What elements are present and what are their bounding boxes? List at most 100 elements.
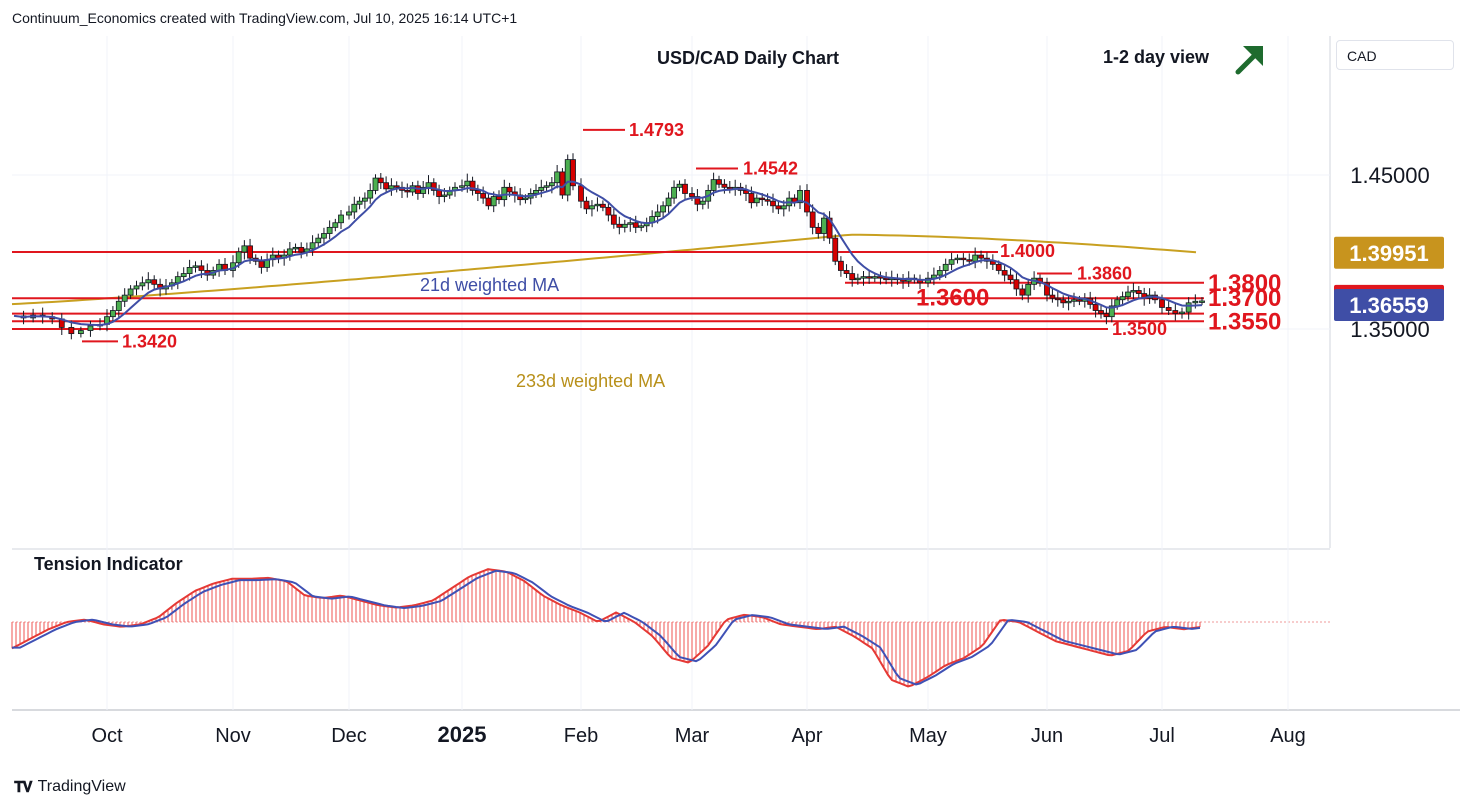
candle-up: [936, 270, 943, 276]
candle-up: [490, 196, 497, 207]
candle-down: [849, 273, 856, 281]
candle-down: [843, 270, 850, 274]
candle-up: [543, 185, 550, 188]
ma-233-line: [11, 233, 1197, 306]
candle-up: [660, 205, 667, 213]
candle-up: [361, 197, 368, 202]
currency-selector[interactable]: CAD: [1336, 40, 1454, 70]
x-tick-label: Oct: [91, 725, 123, 747]
candle-up: [1199, 300, 1205, 303]
candle-down: [616, 223, 623, 228]
candle-down: [430, 182, 437, 191]
x-tick-label: May: [909, 725, 947, 747]
candle-up: [133, 285, 140, 290]
x-tick-label: Mar: [675, 725, 710, 747]
x-tick-label: 2025: [438, 722, 487, 747]
candle-up: [780, 205, 787, 210]
candle-up: [326, 226, 333, 234]
candle-down: [298, 246, 305, 253]
candle-up: [77, 330, 84, 335]
candle-up: [548, 182, 555, 187]
candle-up: [180, 273, 187, 278]
price-tag-label: 1.39951: [1349, 241, 1429, 266]
candle-down: [866, 276, 873, 279]
candle-up: [654, 211, 661, 217]
candle-up: [954, 257, 961, 261]
candle-up: [1065, 300, 1072, 304]
candle-down: [1092, 303, 1099, 311]
candle-down: [480, 193, 487, 199]
level-label: 1.3600: [916, 285, 989, 312]
candle-up: [1192, 300, 1199, 304]
candle-down: [966, 259, 973, 262]
candle-up: [972, 254, 979, 262]
level-label: 1.3550: [1208, 308, 1281, 335]
candle-down: [764, 199, 771, 202]
candle-down: [599, 203, 606, 208]
candle-down: [570, 159, 576, 187]
candle-up: [1114, 299, 1121, 307]
x-tick-label: Apr: [791, 725, 822, 747]
annotation-label: 1.3420: [122, 331, 177, 351]
candle-up: [554, 171, 561, 184]
candle-up: [538, 186, 545, 191]
candle-up: [501, 186, 508, 201]
candle-down: [68, 327, 75, 335]
candle-up: [315, 237, 322, 244]
candle-up: [321, 233, 327, 239]
indicator-slow-line: [12, 569, 1201, 686]
candle-down: [995, 263, 1002, 271]
candle-down: [682, 183, 688, 194]
ma-233-label: 233d weighted MA: [516, 371, 665, 391]
candle-down: [978, 254, 984, 259]
candle-up: [753, 197, 760, 204]
candle-down: [1060, 299, 1067, 304]
candle-down: [496, 196, 502, 201]
y-tick-label: 1.45000: [1350, 163, 1430, 188]
candle-up: [1071, 299, 1077, 302]
candle-up: [241, 245, 248, 253]
candle-down: [583, 200, 590, 210]
candle-up: [797, 189, 803, 204]
candle-down: [1135, 290, 1142, 294]
candle-up: [388, 185, 395, 190]
candle-up: [87, 325, 94, 331]
candle-up: [1125, 291, 1131, 298]
candle-down: [485, 197, 492, 207]
candle-up: [127, 288, 134, 296]
candle-up: [871, 276, 878, 279]
candle-up: [351, 203, 358, 213]
candle-up: [332, 222, 339, 228]
candle-up: [564, 159, 571, 196]
candle-up: [420, 186, 427, 194]
level-label: 1.4000: [1000, 241, 1055, 261]
chart-title: USD/CAD Daily Chart: [657, 48, 839, 68]
candle-up: [710, 179, 717, 191]
candle-down: [1019, 288, 1026, 296]
candle-down: [247, 245, 253, 259]
candle-down: [1044, 282, 1050, 296]
candle-down: [1049, 294, 1056, 299]
candle-up: [186, 266, 193, 274]
price-tag-box: [1334, 288, 1444, 321]
brand-name: TradingView: [37, 778, 126, 795]
candle-up: [589, 205, 595, 210]
candle-up: [464, 180, 471, 187]
price-tag: 1.39951: [1334, 236, 1444, 269]
candle-up: [192, 265, 199, 268]
candle-down: [198, 265, 205, 271]
candle-down: [436, 189, 443, 197]
annotation-label: 1.4793: [629, 120, 684, 140]
level-label: 1.3700: [1208, 285, 1281, 312]
candle-up: [533, 189, 539, 194]
candle-up: [121, 294, 128, 302]
candle-down: [689, 193, 695, 197]
candle-down: [1054, 297, 1061, 301]
candle-down: [1013, 279, 1020, 290]
candle-down: [404, 189, 411, 193]
candle-up: [594, 203, 601, 207]
candle-up: [671, 186, 677, 199]
candle-up: [367, 189, 374, 199]
candle-down: [748, 193, 755, 204]
